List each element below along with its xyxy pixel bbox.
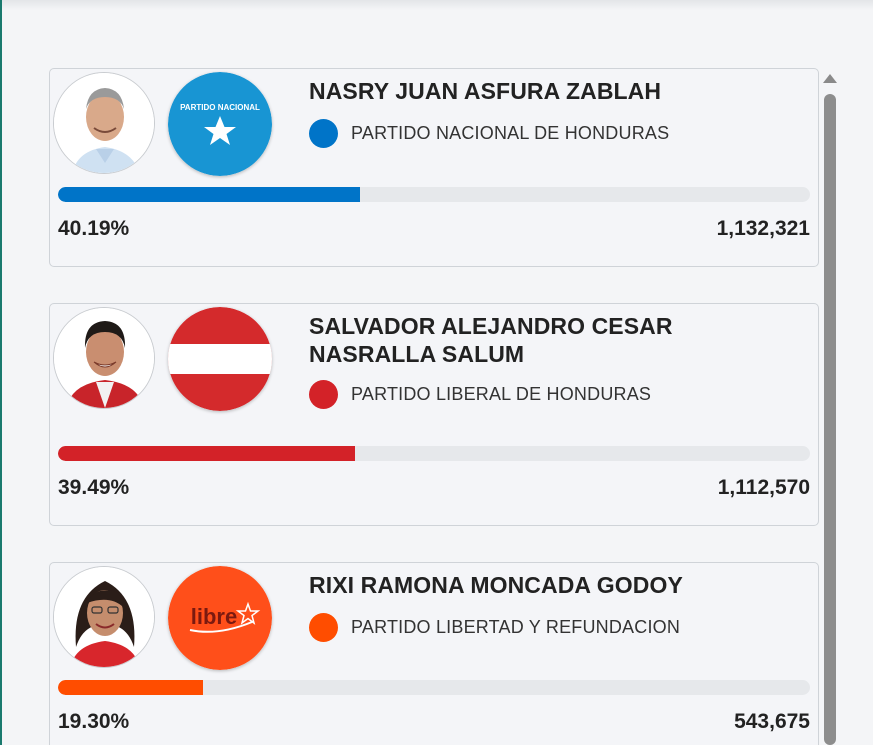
party-name: PARTIDO LIBERTAD Y REFUNDACION [351,617,681,637]
candidate-name: SALVADOR ALEJANDRO CESAR NASRALLA SALUM [309,313,673,367]
vote-count: 1,112,570 [717,476,810,499]
results-list: PARTIDO NACIONAL NASRY JUAN ASFURA ZABLA… [49,68,819,745]
party-color-dot [309,119,338,148]
party-logo-text: PARTIDO NACIONAL [180,103,260,112]
vote-progress-bar [58,187,810,202]
vote-progress-bar [58,446,810,461]
candidate-card[interactable]: PARTIDO NACIONAL NASRY JUAN ASFURA ZABLA… [49,68,819,267]
party-row: PARTIDO LIBERTAD Y REFUNDACION [309,613,680,642]
candidate-name: NASRY JUAN ASFURA ZABLAH [309,78,662,104]
vote-progress-fill [58,187,361,202]
party-name: PARTIDO LIBERAL DE HONDURAS [351,384,652,404]
party-row: PARTIDO LIBERAL DE HONDURAS [309,380,651,409]
vote-progress-fill [58,446,355,461]
vote-percentage: 19.30% [58,710,130,733]
party-logo: libre [168,566,272,670]
scrollbar-thumb[interactable] [824,94,836,745]
party-color-dot [309,613,338,642]
party-name: PARTIDO NACIONAL DE HONDURAS [351,123,670,143]
vote-percentage: 39.49% [58,476,130,499]
top-shadow [0,0,873,10]
party-row: PARTIDO NACIONAL DE HONDURAS [309,119,669,148]
candidate-name: RIXI RAMONA MONCADA GODOY [309,572,683,598]
candidate-card[interactable]: SALVADOR ALEJANDRO CESAR NASRALLA SALUM … [49,303,819,526]
scroll-up-arrow-icon[interactable] [823,74,837,83]
party-logo: PARTIDO NACIONAL [168,72,272,176]
vote-progress-bar [58,680,810,695]
party-logo-text: libre [191,604,237,629]
candidate-photo [53,307,155,409]
vote-percentage: 40.19% [58,217,130,240]
candidate-photo [53,566,155,668]
vote-count: 1,132,321 [716,217,810,240]
vote-progress-fill [58,680,204,695]
candidate-photo [53,72,155,174]
vote-count: 543,675 [734,710,810,733]
party-logo [168,307,272,411]
window-edge [0,0,2,745]
candidate-card[interactable]: libre RIXI RAMONA MONCADA GODOY PARTIDO … [49,562,819,745]
party-color-dot [309,380,338,409]
